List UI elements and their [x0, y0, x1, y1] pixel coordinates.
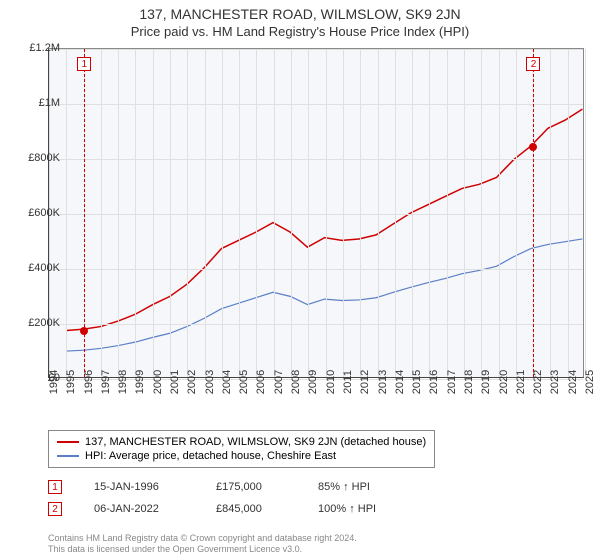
marker-dot: [80, 327, 88, 335]
footer: Contains HM Land Registry data © Crown c…: [48, 533, 357, 556]
marker-row: 2 06-JAN-2022 £845,000 100% ↑ HPI: [48, 498, 408, 520]
x-tick-label: 1999: [134, 370, 146, 394]
legend-swatch: [57, 441, 79, 443]
marker-price: £845,000: [216, 503, 286, 515]
legend: 137, MANCHESTER ROAD, WILMSLOW, SK9 2JN …: [48, 430, 435, 468]
x-tick-label: 2011: [342, 370, 354, 394]
y-tick-label: £1M: [39, 97, 60, 109]
x-tick-label: 2003: [204, 370, 216, 394]
y-tick-label: £200K: [28, 317, 60, 329]
legend-swatch: [57, 455, 79, 457]
x-tick-label: 2020: [498, 370, 510, 394]
x-tick-label: 2018: [463, 370, 475, 394]
chart-title: 137, MANCHESTER ROAD, WILMSLOW, SK9 2JN: [0, 0, 600, 22]
marker-pct: 100% ↑ HPI: [318, 503, 408, 515]
x-tick-label: 2017: [446, 370, 458, 394]
legend-label: 137, MANCHESTER ROAD, WILMSLOW, SK9 2JN …: [85, 436, 426, 448]
legend-item: HPI: Average price, detached house, Ches…: [57, 449, 426, 463]
footer-line: Contains HM Land Registry data © Crown c…: [48, 533, 357, 545]
plot-area: 12: [48, 48, 584, 378]
series-line-hpi: [67, 239, 583, 351]
x-tick-label: 2019: [480, 370, 492, 394]
x-tick-label: 1998: [117, 370, 129, 394]
x-tick-label: 2015: [411, 370, 423, 394]
x-tick-label: 2007: [273, 370, 285, 394]
marker-row: 1 15-JAN-1996 £175,000 85% ↑ HPI: [48, 476, 408, 498]
x-tick-label: 2025: [584, 370, 596, 394]
x-tick-label: 2021: [515, 370, 527, 394]
marker-price: £175,000: [216, 481, 286, 493]
x-tick-label: 2024: [567, 370, 579, 394]
x-tick-label: 2009: [307, 370, 319, 394]
x-tick-label: 2023: [549, 370, 561, 394]
x-tick-label: 2010: [325, 370, 337, 394]
x-tick-label: 2013: [377, 370, 389, 394]
marker-dot: [529, 143, 537, 151]
series-line-property: [67, 109, 583, 330]
marker-number-box: 1: [77, 57, 91, 71]
marker-pct: 85% ↑ HPI: [318, 481, 408, 493]
marker-date: 15-JAN-1996: [94, 481, 184, 493]
x-tick-label: 2012: [359, 370, 371, 394]
y-tick-label: £400K: [28, 262, 60, 274]
legend-label: HPI: Average price, detached house, Ches…: [85, 450, 336, 462]
x-tick-label: 1997: [100, 370, 112, 394]
marker-dash: [533, 49, 534, 377]
y-tick-label: £600K: [28, 207, 60, 219]
legend-item: 137, MANCHESTER ROAD, WILMSLOW, SK9 2JN …: [57, 435, 426, 449]
x-tick-label: 2016: [428, 370, 440, 394]
chart-container: 137, MANCHESTER ROAD, WILMSLOW, SK9 2JN …: [0, 0, 600, 560]
x-tick-label: 2006: [255, 370, 267, 394]
x-tick-label: 2001: [169, 370, 181, 394]
x-tick-label: 2004: [221, 370, 233, 394]
footer-line: This data is licensed under the Open Gov…: [48, 544, 357, 556]
marker-date: 06-JAN-2022: [94, 503, 184, 515]
x-tick-label: 2000: [152, 370, 164, 394]
x-tick-label: 2014: [394, 370, 406, 394]
x-tick-label: 1994: [48, 370, 60, 394]
marker-index-box: 2: [48, 502, 62, 516]
x-tick-label: 2022: [532, 370, 544, 394]
y-tick-label: £800K: [28, 152, 60, 164]
x-tick-label: 2008: [290, 370, 302, 394]
marker-table: 1 15-JAN-1996 £175,000 85% ↑ HPI 2 06-JA…: [48, 476, 408, 520]
x-tick-label: 1995: [65, 370, 77, 394]
x-tick-label: 2005: [238, 370, 250, 394]
chart-subtitle: Price paid vs. HM Land Registry's House …: [0, 22, 600, 39]
x-tick-label: 2002: [186, 370, 198, 394]
line-series-svg: [49, 49, 583, 377]
x-tick-label: 1996: [83, 370, 95, 394]
marker-index-box: 1: [48, 480, 62, 494]
y-tick-label: £1.2M: [29, 42, 60, 54]
marker-number-box: 2: [526, 57, 540, 71]
